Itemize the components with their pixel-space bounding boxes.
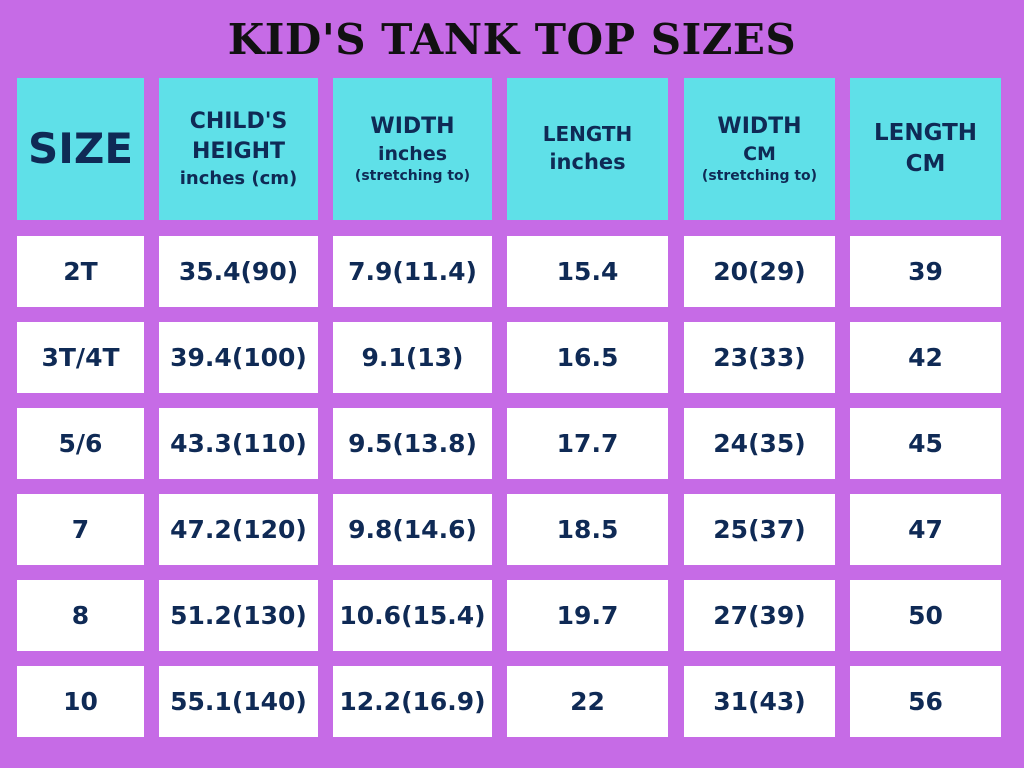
- cell-size: 5/6: [17, 408, 144, 479]
- header-childs-height-unit: inches (cm): [179, 167, 298, 189]
- cell-size: 2T: [17, 236, 144, 307]
- cell-width-inches: 9.8(14.6): [333, 494, 492, 565]
- cell-length-inches: 17.7: [507, 408, 668, 479]
- cell-width-inches: 9.5(13.8): [333, 408, 492, 479]
- header-width-inches-unit: inches: [377, 142, 448, 165]
- header-length-cm: LENGTH CM: [850, 78, 1001, 220]
- cell-childs-height: 39.4(100): [159, 322, 318, 393]
- header-length-inches-unit: inches: [549, 150, 626, 175]
- cell-length-cm: 39: [850, 236, 1001, 307]
- header-width-cm-note: (stretching to): [701, 168, 818, 185]
- cell-length-cm: 56: [850, 666, 1001, 737]
- cell-length-cm: 50: [850, 580, 1001, 651]
- header-childs-height-line1: CHILD'S: [189, 109, 288, 135]
- cell-width-cm: 20(29): [684, 236, 835, 307]
- cell-width-cm: 23(33): [684, 322, 835, 393]
- cell-childs-height: 55.1(140): [159, 666, 318, 737]
- header-width-cm-unit: CM: [743, 142, 776, 165]
- header-width-inches-note: (stretching to): [354, 168, 471, 185]
- cell-width-inches: 9.1(13): [333, 322, 492, 393]
- header-width-cm: WIDTH CM (stretching to): [684, 78, 835, 220]
- cell-length-cm: 45: [850, 408, 1001, 479]
- cell-length-inches: 18.5: [507, 494, 668, 565]
- cell-size: 3T/4T: [17, 322, 144, 393]
- cell-size: 7: [17, 494, 144, 565]
- cell-size: 10: [17, 666, 144, 737]
- cell-childs-height: 35.4(90): [159, 236, 318, 307]
- header-size: SIZE: [17, 78, 144, 220]
- cell-length-inches: 16.5: [507, 322, 668, 393]
- header-width-inches-line1: WIDTH: [370, 113, 455, 139]
- cell-length-inches: 22: [507, 666, 668, 737]
- cell-length-inches: 19.7: [507, 580, 668, 651]
- cell-childs-height: 51.2(130): [159, 580, 318, 651]
- cell-size: 8: [17, 580, 144, 651]
- header-width-inches: WIDTH inches (stretching to): [333, 78, 492, 220]
- header-childs-height-line2: HEIGHT: [191, 138, 286, 164]
- cell-length-cm: 42: [850, 322, 1001, 393]
- cell-childs-height: 43.3(110): [159, 408, 318, 479]
- cell-width-cm: 31(43): [684, 666, 835, 737]
- header-length-inches: LENGTH inches: [507, 78, 668, 220]
- cell-width-cm: 27(39): [684, 580, 835, 651]
- cell-length-inches: 15.4: [507, 236, 668, 307]
- header-length-cm-line1: LENGTH: [873, 119, 978, 146]
- cell-width-inches: 7.9(11.4): [333, 236, 492, 307]
- cell-width-cm: 25(37): [684, 494, 835, 565]
- page-title: KID'S TANK TOP SIZES: [227, 15, 797, 64]
- header-length-inches-line1: LENGTH: [542, 122, 633, 147]
- cell-width-cm: 24(35): [684, 408, 835, 479]
- cell-width-inches: 10.6(15.4): [333, 580, 492, 651]
- header-width-cm-line1: WIDTH: [717, 113, 802, 139]
- header-childs-height: CHILD'S HEIGHT inches (cm): [159, 78, 318, 220]
- cell-width-inches: 12.2(16.9): [333, 666, 492, 737]
- header-size-label: SIZE: [27, 123, 134, 173]
- cell-length-cm: 47: [850, 494, 1001, 565]
- cell-childs-height: 47.2(120): [159, 494, 318, 565]
- header-length-cm-unit: CM: [905, 151, 946, 177]
